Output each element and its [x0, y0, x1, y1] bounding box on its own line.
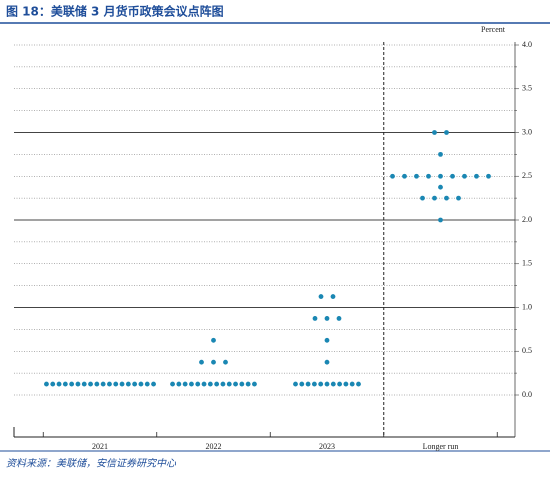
dot — [239, 381, 245, 387]
dot — [132, 381, 138, 387]
dot — [223, 359, 228, 365]
dot — [432, 195, 437, 201]
dot — [226, 381, 232, 387]
dot — [176, 381, 182, 387]
dot — [144, 381, 150, 387]
dot — [356, 381, 361, 387]
dot — [189, 381, 194, 387]
dot — [438, 173, 443, 179]
dot — [195, 381, 201, 387]
dot — [119, 381, 125, 387]
dot — [336, 316, 342, 321]
dot — [324, 359, 330, 365]
dot — [402, 173, 407, 179]
x-tick-label: 2022 — [206, 442, 222, 451]
dot — [474, 173, 479, 179]
dot — [438, 184, 443, 190]
dot — [201, 381, 207, 387]
dot — [88, 381, 93, 387]
source: 资料来源：美联储，安信证券研究中心 — [6, 458, 177, 470]
dot — [182, 381, 188, 387]
dot — [211, 359, 216, 365]
dot — [199, 359, 204, 365]
dot — [305, 381, 311, 387]
y-tick-label: 1.5 — [522, 259, 532, 268]
dot — [420, 195, 425, 201]
dot — [94, 381, 100, 387]
y-tick-label: 1.0 — [522, 302, 532, 311]
dot — [337, 381, 342, 387]
dot — [349, 381, 355, 387]
dot — [432, 130, 437, 135]
x-tick-label: 2023 — [319, 442, 335, 451]
dot — [324, 316, 330, 321]
dot — [125, 381, 131, 387]
dot — [151, 381, 156, 387]
x-tick-label: Longer run — [423, 442, 459, 451]
dot — [318, 294, 324, 299]
x-tick-label: 2021 — [92, 442, 108, 451]
dot — [312, 316, 318, 321]
dot — [444, 130, 449, 135]
dot — [220, 381, 226, 387]
dot — [390, 173, 395, 179]
dot — [486, 173, 491, 179]
dot — [462, 173, 467, 179]
dot — [312, 381, 317, 387]
dot — [293, 381, 298, 387]
dot — [426, 173, 431, 179]
dot — [318, 381, 324, 387]
dot — [207, 381, 213, 387]
dot — [245, 381, 251, 387]
dot — [44, 381, 49, 387]
dot — [211, 337, 216, 343]
y-tick-label: 2.0 — [522, 215, 532, 224]
dot — [138, 381, 144, 387]
dot — [75, 381, 81, 387]
chart-title: 图 18：美联储 3 月货币政策会议点阵图 — [6, 4, 224, 19]
dot — [299, 381, 305, 387]
dot — [50, 381, 56, 387]
y-tick-label: 0.5 — [522, 346, 532, 355]
dot — [100, 381, 106, 387]
y-tick-label: 0.0 — [522, 390, 532, 399]
y-tick-label: 4.0 — [522, 40, 532, 49]
y-tick-label: 2.5 — [522, 171, 532, 180]
dot — [330, 294, 336, 299]
dot — [81, 381, 87, 387]
dot — [233, 381, 238, 387]
dot — [438, 151, 443, 157]
dot — [56, 381, 62, 387]
dot — [450, 173, 455, 179]
dot — [252, 381, 257, 387]
dot — [69, 381, 75, 387]
dot — [343, 381, 349, 387]
dot — [444, 195, 449, 201]
y-axis-label: Percent — [481, 25, 506, 34]
dot — [214, 381, 220, 387]
dot — [107, 381, 112, 387]
dot — [62, 381, 68, 387]
dot — [170, 381, 175, 387]
dot — [438, 217, 443, 223]
dot — [414, 173, 419, 179]
dot — [456, 195, 461, 201]
y-tick-label: 3.5 — [522, 84, 532, 93]
y-tick-label: 3.0 — [522, 127, 532, 136]
dot — [324, 381, 330, 387]
dot — [324, 337, 330, 343]
dot — [330, 381, 336, 387]
dot — [113, 381, 119, 387]
